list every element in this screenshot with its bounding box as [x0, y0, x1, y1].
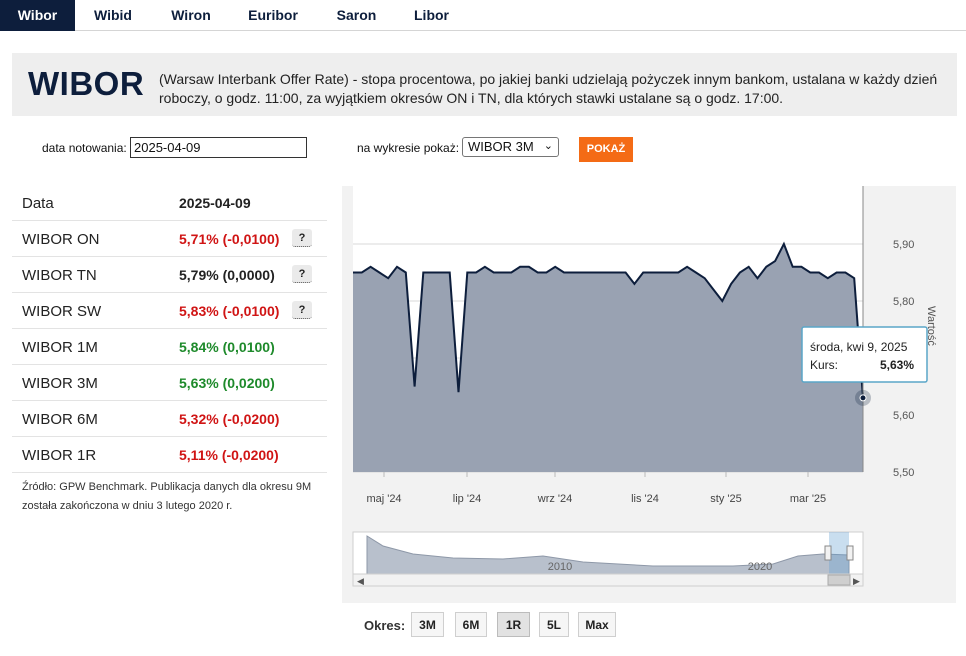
rate-value: 5,32% (-0,0200) — [179, 411, 280, 427]
rate-value: 5,83% (-0,0100) — [179, 303, 280, 319]
source-note: Źródło: GPW Benchmark. Publikacja danych… — [22, 481, 312, 512]
top-tab-bar: Wibor Wibid Wiron Euribor Saron Libor — [0, 0, 966, 31]
period-button-5l[interactable]: 5L — [539, 612, 569, 637]
navigator-handle-left — [824, 545, 832, 561]
tooltip-box — [801, 326, 928, 383]
y-tick-label: 5,60 — [893, 410, 914, 422]
rate-row-wibor-1m: WIBOR 1M 5,84% (0,0100) — [12, 329, 327, 365]
banner-description: (Warsaw Interbank Offer Rate) - stopa pr… — [159, 71, 938, 106]
x-tick-label: sty '25 — [710, 493, 741, 505]
y-tick-label: 5,80 — [893, 296, 914, 308]
rate-name: WIBOR ON — [22, 231, 100, 248]
rate-name: WIBOR SW — [22, 303, 102, 320]
banner-title: WIBOR — [28, 65, 145, 102]
period-label: Okres: — [364, 618, 406, 633]
tooltip-value: 5,63% — [880, 358, 914, 372]
tab-wiron[interactable]: Wiron — [171, 7, 211, 23]
rate-row-wibor-1r: WIBOR 1R 5,11% (-0,0200) — [12, 437, 327, 473]
rate-value: 5,79% (0,0000) — [179, 267, 275, 283]
help-icon[interactable]: ? — [292, 265, 312, 283]
chart-rate-select-value: WIBOR 3M — [468, 139, 534, 154]
rate-value: 5,71% (-0,0100) — [179, 231, 280, 247]
navigator-label: 2020 — [748, 561, 772, 573]
scrollbar-track — [352, 573, 864, 587]
tab-wibor[interactable]: Wibor — [0, 0, 75, 31]
rate-name: WIBOR 6M — [22, 411, 98, 428]
chevron-down-icon: ⌄ — [543, 140, 553, 152]
info-banner: WIBOR (Warsaw Interbank Offer Rate) - st… — [12, 53, 957, 116]
chart-rate-select[interactable]: WIBOR 3M ⌄ — [462, 137, 559, 157]
rate-row-wibor-3m: WIBOR 3M 5,63% (0,0200) — [12, 365, 327, 401]
navigator-window — [829, 532, 849, 574]
navigator-series — [366, 535, 850, 575]
period-button-1r[interactable]: 1R — [497, 612, 530, 637]
tab-libor[interactable]: Libor — [414, 7, 449, 23]
help-icon[interactable]: ? — [292, 229, 312, 247]
rate-name: WIBOR 1R — [22, 447, 97, 464]
rate-row-wibor-sw: WIBOR SW 5,83% (-0,0100) ? — [12, 293, 327, 329]
rates-table: Data 2025-04-09 WIBOR ON 5,71% (-0,0100)… — [12, 185, 327, 473]
tab-wibid[interactable]: Wibid — [94, 7, 132, 23]
x-tick-label: wrz '24 — [537, 493, 573, 505]
rate-row-wibor-on: WIBOR ON 5,71% (-0,0100) ? — [12, 221, 327, 257]
y-tick-label: 5,50 — [893, 467, 914, 479]
rates-header-label: Data — [22, 195, 54, 212]
rates-header-date: 2025-04-09 — [179, 195, 251, 211]
date-label: data notowania: — [42, 141, 127, 155]
scrollbar-thumb — [827, 574, 851, 586]
tooltip-label: Kurs: — [810, 358, 838, 372]
tooltip-date: środa, kwi 9, 2025 — [810, 340, 908, 354]
date-input[interactable] — [130, 137, 307, 158]
navigator-label: 2010 — [548, 561, 572, 573]
navigator-handle-right — [846, 545, 854, 561]
period-button-max[interactable]: Max — [578, 612, 616, 637]
hover-point — [859, 394, 867, 402]
rate-name: WIBOR 3M — [22, 375, 98, 392]
period-button-3m[interactable]: 3M — [411, 612, 444, 637]
tab-saron[interactable]: Saron — [336, 7, 377, 23]
x-tick-label: mar '25 — [790, 493, 826, 505]
series-area — [353, 244, 863, 472]
show-button[interactable]: POKAŻ — [579, 137, 633, 162]
rate-value: 5,63% (0,0200) — [179, 375, 275, 391]
scroll-right-icon: ▶ — [853, 576, 860, 586]
help-icon[interactable]: ? — [292, 301, 312, 319]
rate-row-wibor-tn: WIBOR TN 5,79% (0,0000) ? — [12, 257, 327, 293]
rate-value: 5,84% (0,0100) — [179, 339, 275, 355]
scroll-left-icon: ◀ — [357, 576, 364, 586]
rates-header-row: Data 2025-04-09 — [12, 185, 327, 221]
chart-select-label: na wykresie pokaż: — [357, 141, 460, 155]
series-line — [353, 241, 864, 398]
x-tick-label: maj '24 — [366, 493, 401, 505]
x-tick-label: lis '24 — [631, 493, 659, 505]
x-tick-label: lip '24 — [453, 493, 481, 505]
rate-name: WIBOR 1M — [22, 339, 98, 356]
tab-euribor[interactable]: Euribor — [248, 7, 298, 23]
rate-name: WIBOR TN — [22, 267, 97, 284]
period-button-6m[interactable]: 6M — [455, 612, 487, 637]
y-tick-label: 5,90 — [893, 239, 914, 251]
y-axis-title: Wartość — [925, 306, 937, 346]
rate-value: 5,11% (-0,0200) — [179, 447, 279, 463]
rate-row-wibor-6m: WIBOR 6M 5,32% (-0,0200) — [12, 401, 327, 437]
